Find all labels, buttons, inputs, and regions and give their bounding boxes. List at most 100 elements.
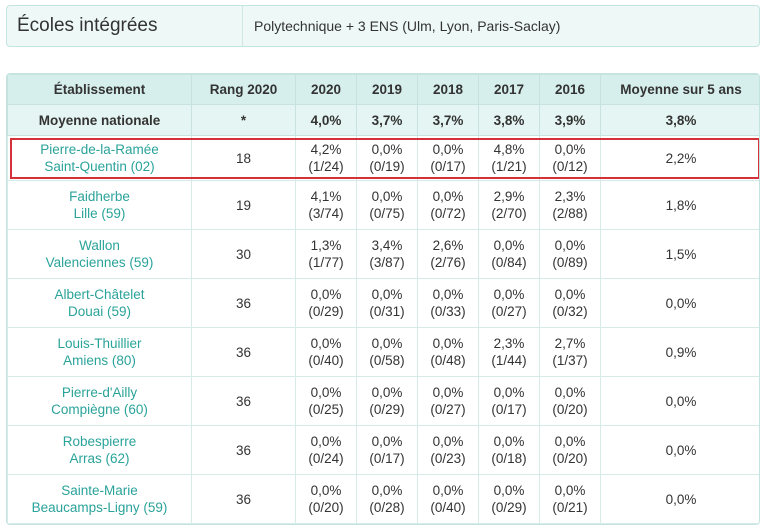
average-cell: 0,0%: [600, 376, 759, 426]
info-value: Polytechnique + 3 ENS (Ulm, Lyon, Paris-…: [254, 18, 561, 34]
ratio-value: (3/87): [369, 255, 405, 270]
school-name-cell[interactable]: Sainte-Marie Beaucamps-Ligny (59): [7, 474, 192, 524]
percent-value: 4,1%: [310, 189, 342, 204]
ratio-value: (0/72): [430, 206, 466, 221]
school-city[interactable]: Arras (62): [69, 451, 130, 466]
ratio-value: (0/75): [369, 206, 405, 221]
rank-cell: 30: [191, 229, 296, 279]
year-2016-cell: 2,3% (2/88): [539, 180, 601, 230]
school-city[interactable]: Douai (59): [67, 304, 132, 319]
school-name-cell[interactable]: Faidherbe Lille (59): [7, 180, 192, 230]
ratio-value: (0/12): [552, 159, 588, 174]
percent-value: 0,0%: [493, 385, 525, 400]
year-2016-cell: 0,0% (0/32): [539, 278, 601, 328]
school-city[interactable]: Lille (59): [73, 206, 126, 221]
table-row: Wallon Valenciennes (59) 30 1,3% (1/77) 3,4% (…: [7, 229, 759, 279]
ratio-value: (0/21): [552, 500, 588, 515]
average-cell: 0,0%: [600, 474, 759, 524]
percent-value: 0,0%: [554, 434, 586, 449]
year-2019-cell: 0,0% (0/58): [356, 327, 418, 377]
ratio-value: (0/17): [491, 402, 527, 417]
national-avg: 3,8%: [600, 104, 759, 136]
national-2020: 4,0%: [295, 104, 357, 136]
ratio-value: (1/21): [491, 159, 527, 174]
school-city[interactable]: Amiens (80): [63, 353, 136, 368]
header-2017: 2017: [478, 74, 540, 105]
school-name[interactable]: Louis-Thuillier: [57, 336, 142, 351]
percent-value: 0,0%: [310, 434, 342, 449]
ratio-value: (0/40): [308, 353, 344, 368]
year-2018-cell: 2,6% (2/76): [417, 229, 479, 279]
ratio-value: (1/77): [308, 255, 344, 270]
year-2019-cell: 0,0% (0/31): [356, 278, 418, 328]
average-cell: 0,0%: [600, 425, 759, 475]
table-row: Albert-Châtelet Douai (59) 36 0,0% (0/29) 0,0…: [7, 278, 759, 328]
school-city[interactable]: Beaucamps-Ligny (59): [31, 500, 168, 515]
school-name[interactable]: Pierre-de-la-Ramée: [40, 142, 159, 157]
percent-value: 1,3%: [310, 238, 342, 253]
percent-value: 0,0%: [432, 189, 464, 204]
year-2020-cell: 0,0% (0/20): [295, 474, 357, 524]
year-2017-cell: 0,0% (0/27): [478, 278, 540, 328]
ratio-value: (3/74): [308, 206, 344, 221]
school-name[interactable]: Pierre-d'Ailly: [61, 385, 138, 400]
percent-value: 0,0%: [371, 483, 403, 498]
school-city[interactable]: Saint-Quentin (02): [44, 159, 155, 174]
ratio-value: (1/24): [308, 159, 344, 174]
ratio-value: (0/29): [308, 304, 344, 319]
year-2018-cell: 0,0% (0/72): [417, 180, 479, 230]
percent-value: 0,0%: [432, 434, 464, 449]
school-name-cell[interactable]: Albert-Châtelet Douai (59): [7, 278, 192, 328]
ratio-value: (1/44): [491, 353, 527, 368]
school-name-cell[interactable]: Louis-Thuillier Amiens (80): [7, 327, 192, 377]
ratio-value: (0/24): [308, 451, 344, 466]
results-table: Établissement Rang 2020 2020 2019 2018 2…: [7, 74, 759, 524]
ratio-value: (0/20): [308, 500, 344, 515]
percent-value: 0,0%: [371, 385, 403, 400]
header-etablissement: Établissement: [7, 74, 192, 105]
school-name[interactable]: Faidherbe: [69, 189, 130, 204]
national-2018: 3,7%: [417, 104, 479, 136]
percent-value: 0,0%: [371, 142, 403, 157]
school-city[interactable]: Compiègne (60): [51, 402, 148, 417]
year-2016-cell: 0,0% (0/12): [539, 135, 601, 181]
school-name[interactable]: Wallon: [79, 238, 120, 253]
header-rang: Rang 2020: [191, 74, 296, 105]
year-2019-cell: 3,4% (3/87): [356, 229, 418, 279]
percent-value: 0,0%: [432, 287, 464, 302]
national-2016: 3,9%: [539, 104, 601, 136]
percent-value: 0,0%: [432, 336, 464, 351]
school-name-cell[interactable]: Pierre-de-la-Ramée Saint-Quentin (02): [7, 135, 192, 181]
ratio-value: (2/70): [491, 206, 527, 221]
school-name[interactable]: Sainte-Marie: [61, 483, 138, 498]
school-name-cell[interactable]: Pierre-d'Ailly Compiègne (60): [7, 376, 192, 426]
national-2017: 3,8%: [478, 104, 540, 136]
school-name-cell[interactable]: Wallon Valenciennes (59): [7, 229, 192, 279]
year-2019-cell: 0,0% (0/17): [356, 425, 418, 475]
ratio-value: (0/20): [552, 402, 588, 417]
year-2017-cell: 0,0% (0/29): [478, 474, 540, 524]
year-2020-cell: 1,3% (1/77): [295, 229, 357, 279]
ratio-value: (1/37): [552, 353, 588, 368]
percent-value: 4,8%: [493, 142, 525, 157]
average-cell: 2,2%: [600, 135, 759, 181]
ratio-value: (0/31): [369, 304, 405, 319]
year-2020-cell: 0,0% (0/25): [295, 376, 357, 426]
year-2017-cell: 0,0% (0/84): [478, 229, 540, 279]
average-cell: 0,9%: [600, 327, 759, 377]
school-name[interactable]: Robespierre: [62, 434, 137, 449]
percent-value: 2,6%: [432, 238, 464, 253]
percent-value: 2,9%: [493, 189, 525, 204]
school-city[interactable]: Valenciennes (59): [45, 255, 154, 270]
percent-value: 3,4%: [371, 238, 403, 253]
ratio-value: (0/27): [430, 402, 466, 417]
percent-value: 0,0%: [310, 336, 342, 351]
table-row: Sainte-Marie Beaucamps-Ligny (59) 36 0,0% (0…: [7, 474, 759, 524]
rank-cell: 36: [191, 327, 296, 377]
ratio-value: (0/17): [430, 159, 466, 174]
percent-value: 0,0%: [432, 385, 464, 400]
percent-value: 2,7%: [554, 336, 586, 351]
school-name[interactable]: Albert-Châtelet: [54, 287, 145, 302]
percent-value: 0,0%: [371, 336, 403, 351]
school-name-cell[interactable]: Robespierre Arras (62): [7, 425, 192, 475]
